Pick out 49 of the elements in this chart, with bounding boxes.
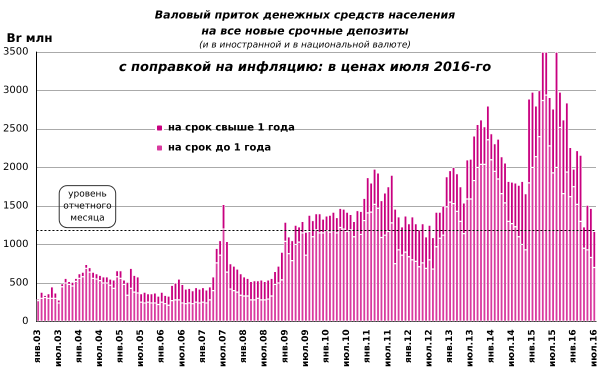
x-tick-label: янв.11 [362,329,373,364]
ref-line-label: уровень отчетного месяца [63,190,112,224]
x-tick-label: янв.08 [239,329,250,364]
legend-label: на срок свыше 1 года [168,122,295,134]
bar [74,281,78,322]
x-tick-label: янв.07 [198,329,208,364]
chart-title: Валовый приток денежных средств населения на все новые срочные депозиты [154,8,456,38]
y-tick-label: 2000 [2,162,28,173]
x-tick-label: июл.05 [136,329,146,368]
x-tick-label: июл.10 [342,329,352,368]
y-tick-label: 2500 [2,123,28,134]
x-tick-label: июл.14 [506,329,517,368]
y-tick-label: 1500 [2,200,28,212]
x-tick-label: июл.09 [300,329,311,368]
x-tick-label: янв.06 [156,329,167,364]
x-tick-label: июл.13 [466,329,476,368]
x-tick-label: янв.14 [486,329,496,364]
x-tick-label: янв.10 [322,329,332,364]
chart-subtitle: (и в иностранной и в национальной валюте) [199,40,411,50]
y-axis-title: Br млн [6,31,53,45]
bar [60,286,64,322]
y-tick-label: 500 [9,277,28,288]
y-tick-label: 3500 [2,46,28,58]
x-tick-label: июл.07 [218,329,229,368]
x-tick-label: июл.12 [424,329,435,368]
x-tick-label: янв.13 [445,329,456,364]
x-tick-label: июл.03 [54,329,64,368]
y-tick-label: 1000 [2,238,28,250]
x-tick-label: июл.15 [548,329,558,368]
bar [68,284,71,322]
x-tick-label: янв.16 [568,329,579,364]
x-tick-label: янв.03 [33,329,44,364]
bar [64,282,68,322]
x-tick-label: июл.11 [383,329,394,368]
x-tick-label: июл.16 [589,329,600,368]
bar [36,300,40,322]
x-tick-label: янв.12 [404,329,414,364]
legend-label: на срок до 1 года [168,142,272,154]
x-tick-label: янв.15 [527,329,538,364]
x-tick-label: янв.09 [280,329,290,364]
x-tick-label: июл.06 [177,329,188,368]
annotation: с поправкой на инфляцию: в ценах июля 2016-го [118,60,492,75]
x-tick-label: июл.08 [260,329,270,368]
bar [84,268,88,322]
y-tick-label: 0 [22,316,28,327]
x-tick-label: янв.05 [116,329,126,364]
x-tick-label: июл.04 [94,329,105,368]
y-tick-label: 3000 [2,84,28,96]
x-tick-label: янв.04 [74,329,84,364]
